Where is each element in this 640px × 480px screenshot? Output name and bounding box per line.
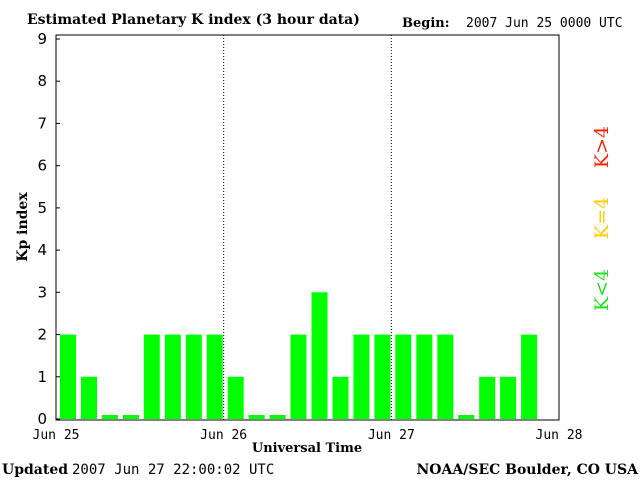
y-tick-label: 6 [37,157,47,175]
y-tick-label: 9 [37,30,47,48]
kp-bar [395,334,412,419]
y-tick-label: 5 [37,199,47,217]
kp-bar [101,415,118,419]
bars-layer [60,292,538,419]
plot-frame [55,34,560,421]
y-tick-label: 3 [37,283,47,301]
legend: K<4 K=4 K>4 [591,126,613,311]
kp-bar [206,334,223,419]
kp-bar [60,334,76,419]
kp-bar [81,376,97,419]
kp-bar [521,334,538,419]
kp-bar [458,415,475,419]
y-axis-label: Kp index [15,192,31,262]
updated-label: Updated [2,462,68,478]
x-tick-label: Jun 28 [536,428,583,443]
credit-text: NOAA/SEC Boulder, CO USA [417,462,640,478]
y-tick-label: 0 [37,410,47,428]
day-dividers [223,35,392,420]
updated-value: 2007 Jun 27 22:00:02 UTC [72,462,274,478]
kp-bar [122,415,139,419]
x-tick-label: Jun 26 [200,428,247,443]
kp-bar [227,376,244,419]
kp-bar [143,334,160,419]
kp-bar [437,334,454,419]
chart-title: Estimated Planetary K index (3 hour data… [27,12,360,28]
begin-label: Begin: [402,16,450,31]
y-tick-label: 7 [37,114,47,132]
x-axis-ticks: Jun 25 Jun 26 Jun 27 Jun 28 [33,428,583,443]
legend-item: K=4 [591,197,613,239]
y-tick-label: 1 [37,368,47,386]
kp-bar [269,415,286,419]
begin-value: 2007 Jun 25 0000 UTC [466,16,623,31]
kp-bar [290,334,307,419]
kp-bar [479,376,496,419]
kp-bar [185,334,202,419]
kp-bar [500,376,517,419]
kp-bar [353,334,370,419]
legend-item: K<4 [591,269,613,311]
kp-bar [332,376,349,419]
x-axis-label: Universal Time [252,441,362,456]
y-axis-ticks: 0 1 2 3 4 5 6 7 8 9 [37,30,60,428]
kp-bar [416,334,433,419]
kp-bar [164,334,181,419]
x-tick-label: Jun 27 [368,428,415,443]
kp-bar [374,334,391,419]
y-tick-label: 2 [37,326,47,344]
y-tick-label: 4 [37,241,47,259]
kp-bar [248,415,265,419]
x-tick-label: Jun 25 [33,428,80,443]
legend-item: K>4 [591,126,613,168]
kp-bar [311,292,328,419]
y-tick-label: 8 [37,72,47,90]
